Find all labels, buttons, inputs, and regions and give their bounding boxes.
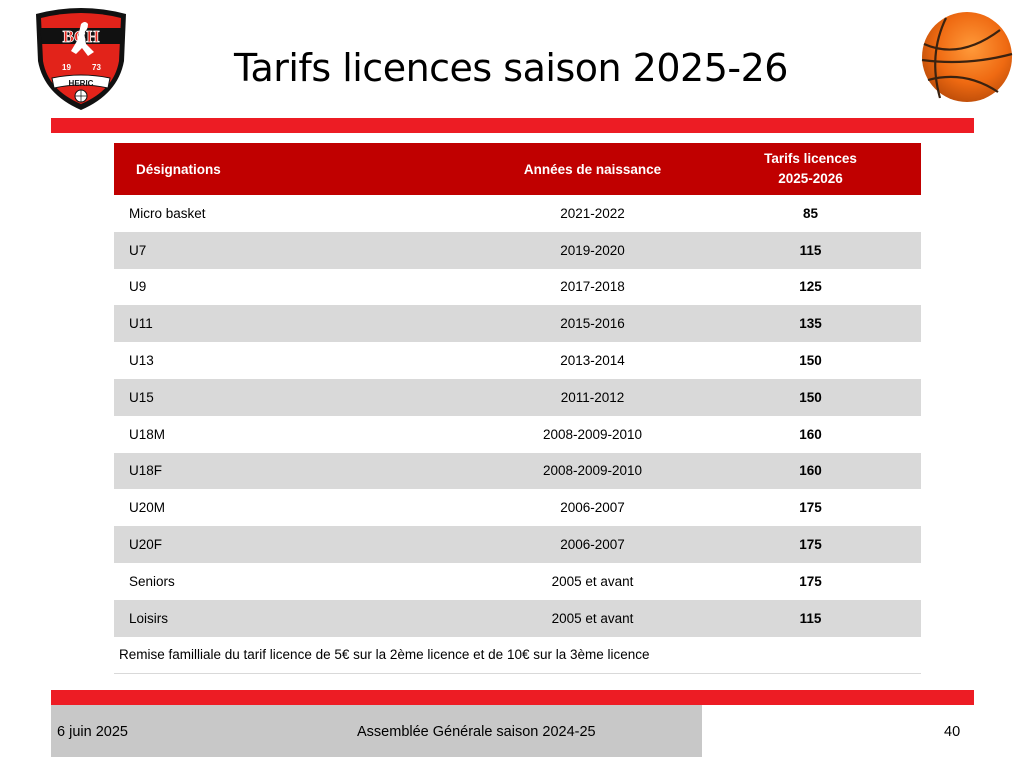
table-row: U15 2011-2012 150 <box>114 378 921 416</box>
cell-birth-years: 2013-2014 <box>560 353 625 369</box>
svg-text:HERIC: HERIC <box>69 79 94 88</box>
header-price-line2: 2025-2026 <box>778 171 843 186</box>
table-row: Micro basket 2021-2022 85 <box>114 195 921 232</box>
cell-price: 115 <box>799 610 822 626</box>
cell-price: 125 <box>799 279 822 295</box>
table-row: U20F 2006-2007 175 <box>114 526 921 563</box>
cell-designation: U7 <box>129 242 147 258</box>
slide-number: 40 <box>944 724 961 740</box>
cell-designation: U13 <box>129 353 154 369</box>
header-price: Tarifs licences 2025-2026 <box>700 149 921 189</box>
cell-designation: U20F <box>129 537 163 553</box>
table-row: U11 2015-2016 135 <box>114 305 921 343</box>
top-divider-bar <box>51 118 974 133</box>
cell-price: 160 <box>799 426 822 442</box>
cell-designation: U11 <box>129 316 153 332</box>
footer-event-title: Assemblée Générale saison 2024-25 <box>357 724 596 740</box>
family-discount-note: Remise familliale du tarif licence de 5€… <box>114 637 921 674</box>
cell-designation: U18F <box>129 463 163 479</box>
tariffs-table: Désignations Années de naissance Tarifs … <box>114 143 921 674</box>
cell-birth-years: 2008-2009-2010 <box>542 426 643 442</box>
table-row: U20M 2006-2007 175 <box>114 489 921 527</box>
table-row: U9 2017-2018 125 <box>114 268 921 306</box>
cell-price: 115 <box>799 242 822 258</box>
cell-designation: U9 <box>129 279 147 295</box>
cell-price: 85 <box>802 205 819 221</box>
table-header-row: Désignations Années de naissance Tarifs … <box>114 143 921 195</box>
footer-date: 6 juin 2025 <box>57 724 128 740</box>
club-shield-icon: BCH 19 73 HERIC <box>36 8 126 110</box>
table-row: Loisirs 2005 et avant 115 <box>114 599 921 637</box>
table-row: U13 2013-2014 150 <box>114 342 921 379</box>
cell-designation: U20M <box>129 500 166 516</box>
header-price-line1: Tarifs licences <box>764 151 857 166</box>
bottom-divider-bar <box>51 690 974 705</box>
cell-birth-years: 2011-2012 <box>560 389 625 405</box>
table-row: U7 2019-2020 115 <box>114 231 921 269</box>
cell-designation: Micro basket <box>129 205 206 221</box>
cell-birth-years: 2005 et avant <box>551 573 634 589</box>
cell-birth-years: 2005 et avant <box>551 610 634 626</box>
cell-birth-years: 2015-2016 <box>560 316 625 332</box>
cell-price: 160 <box>799 463 822 479</box>
svg-text:73: 73 <box>92 63 101 72</box>
svg-text:19: 19 <box>62 63 71 72</box>
cell-designation: U18M <box>129 426 166 442</box>
table-row: Seniors 2005 et avant 175 <box>114 562 921 600</box>
cell-designation: U15 <box>129 389 154 405</box>
header-birth-years: Années de naissance <box>523 161 662 177</box>
club-logo: BCH 19 73 HERIC <box>28 6 134 112</box>
table-row: U18M 2008-2009-2010 160 <box>114 415 921 453</box>
cell-price: 175 <box>799 537 822 553</box>
footer-band <box>51 705 702 757</box>
cell-birth-years: 2021-2022 <box>560 205 625 221</box>
cell-birth-years: 2019-2020 <box>560 242 625 258</box>
header-designation: Désignations <box>136 161 221 177</box>
table-row: U18F 2008-2009-2010 160 <box>114 452 921 490</box>
cell-birth-years: 2006-2007 <box>560 500 625 516</box>
cell-price: 150 <box>799 353 822 369</box>
cell-price: 175 <box>799 500 822 516</box>
cell-birth-years: 2008-2009-2010 <box>542 463 643 479</box>
cell-birth-years: 2017-2018 <box>560 279 625 295</box>
cell-designation: Seniors <box>129 573 175 589</box>
cell-birth-years: 2006-2007 <box>560 537 625 553</box>
cell-price: 135 <box>799 316 822 332</box>
cell-price: 175 <box>799 573 822 589</box>
cell-price: 150 <box>799 389 822 405</box>
slide-title: Tarifs licences saison 2025-26 <box>234 46 788 90</box>
basketball-icon <box>920 10 1014 104</box>
cell-designation: Loisirs <box>129 610 169 626</box>
